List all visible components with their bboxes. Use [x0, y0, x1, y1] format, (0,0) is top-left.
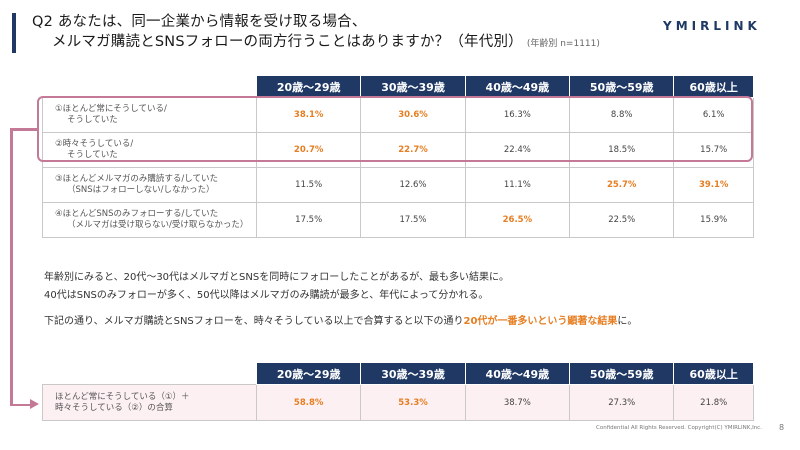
row-label: ④ほとんどSNSのみフォローする/していた （メルマガは受け取らない/受け取らなか… — [42, 202, 257, 238]
survey-table-by-age: 20歳～29歳 30歳～39歳 40歳～49歳 50歳～59歳 60歳以上 ①ほ… — [42, 75, 754, 238]
cell-value: 25.7% — [569, 167, 675, 203]
table-row: ほとんど常にそうしている（①）＋ 時々そうしている（②）の合算 58.8% 53.… — [42, 384, 754, 421]
row-label: ほとんど常にそうしている（①）＋ 時々そうしている（②）の合算 — [42, 384, 257, 421]
age-header: 50歳～59歳 — [569, 75, 675, 98]
title-line-1: Q2 あなたは、同一企業から情報を受け取る場合、 — [32, 14, 367, 30]
cell-value: 15.9% — [673, 202, 754, 238]
title-accent-bar — [12, 13, 16, 53]
table-header-row: 20歳～29歳 30歳～39歳 40歳～49歳 50歳～59歳 60歳以上 — [43, 362, 754, 385]
copyright-footer: Confidential All Rights Reserved. Copyri… — [596, 425, 762, 431]
cell-value: 8.8% — [569, 97, 675, 133]
key-finding: 20代が一番多いという顕著な結果 — [463, 316, 618, 327]
combined-table-by-age: 20歳～29歳 30歳～39歳 40歳～49歳 50歳～59歳 60歳以上 ほと… — [42, 362, 754, 421]
cell-value: 39.1% — [673, 167, 754, 203]
cell-value: 21.8% — [673, 384, 754, 421]
cell-value: 15.7% — [673, 132, 754, 168]
connector-arrow-icon — [30, 399, 39, 409]
age-header: 20歳～29歳 — [255, 75, 362, 98]
cell-value: 38.7% — [464, 384, 571, 421]
page-title: Q2 あなたは、同一企業から情報を受け取る場合、 メルマガ購読とSNSフォローの… — [32, 12, 632, 54]
age-header: 50歳～59歳 — [569, 362, 675, 385]
page-number: 8 — [779, 423, 785, 432]
table-header-row: 20歳～29歳 30歳～39歳 40歳～49歳 50歳～59歳 60歳以上 — [43, 75, 754, 98]
connector-line — [10, 128, 13, 406]
table-row: ③ほとんどメルマガのみ購読する/していた （SNSはフォローしない/しなかった） 1… — [42, 167, 754, 203]
row-label: ②時々そうしている/そうしていた — [42, 132, 257, 168]
analysis-text-3: 下記の通り、メルマガ購読とSNSフォローを、時々そうしている以上で合算すると以下… — [44, 316, 638, 327]
cell-value: 38.1% — [255, 97, 362, 133]
connector-line — [10, 128, 38, 131]
cell-value: 26.5% — [464, 202, 571, 238]
cell-value: 20.7% — [255, 132, 362, 168]
highlight-frame — [37, 96, 753, 162]
table-row: ④ほとんどSNSのみフォローする/していた （メルマガは受け取らない/受け取らなか… — [42, 202, 754, 238]
age-header: 30歳～39歳 — [360, 75, 466, 98]
cell-value: 22.5% — [569, 202, 675, 238]
analysis-text-2: 40代はSNSのみフォローが多く、50代以降はメルマガのみ購読が最多と、年代によ… — [44, 290, 489, 301]
age-header: 20歳～29歳 — [255, 362, 362, 385]
table-row: ②時々そうしている/そうしていた 20.7% 22.7% 22.4% 18.5% 15.7… — [42, 132, 754, 168]
cell-value: 27.3% — [569, 384, 675, 421]
cell-value: 53.3% — [360, 384, 466, 421]
company-logo: YMIRLINK — [663, 19, 761, 33]
cell-value: 58.8% — [255, 384, 362, 421]
connector-line — [10, 403, 32, 406]
cell-value: 18.5% — [569, 132, 675, 168]
cell-value: 11.5% — [255, 167, 362, 203]
cell-value: 12.6% — [360, 167, 466, 203]
age-header: 40歳～49歳 — [464, 75, 571, 98]
age-header: 40歳～49歳 — [464, 362, 571, 385]
cell-value: 17.5% — [360, 202, 466, 238]
row-label: ③ほとんどメルマガのみ購読する/していた （SNSはフォローしない/しなかった） — [42, 167, 257, 203]
cell-value: 11.1% — [464, 167, 571, 203]
cell-value: 22.4% — [464, 132, 571, 168]
age-header: 60歳以上 — [673, 362, 754, 385]
cell-value: 17.5% — [255, 202, 362, 238]
title-line-2: メルマガ購読とSNSフォローの両方行うことはありますか？（年代別） (年齢別 n=… — [52, 34, 600, 50]
age-header: 30歳～39歳 — [360, 362, 466, 385]
age-header: 60歳以上 — [673, 75, 754, 98]
sample-size-note: (年齢別 n=1111) — [526, 39, 600, 49]
cell-value: 30.6% — [360, 97, 466, 133]
analysis-text-1: 年齢別にみると、20代～30代はメルマガとSNSを同時にフォローしたことがあるが… — [44, 272, 510, 283]
